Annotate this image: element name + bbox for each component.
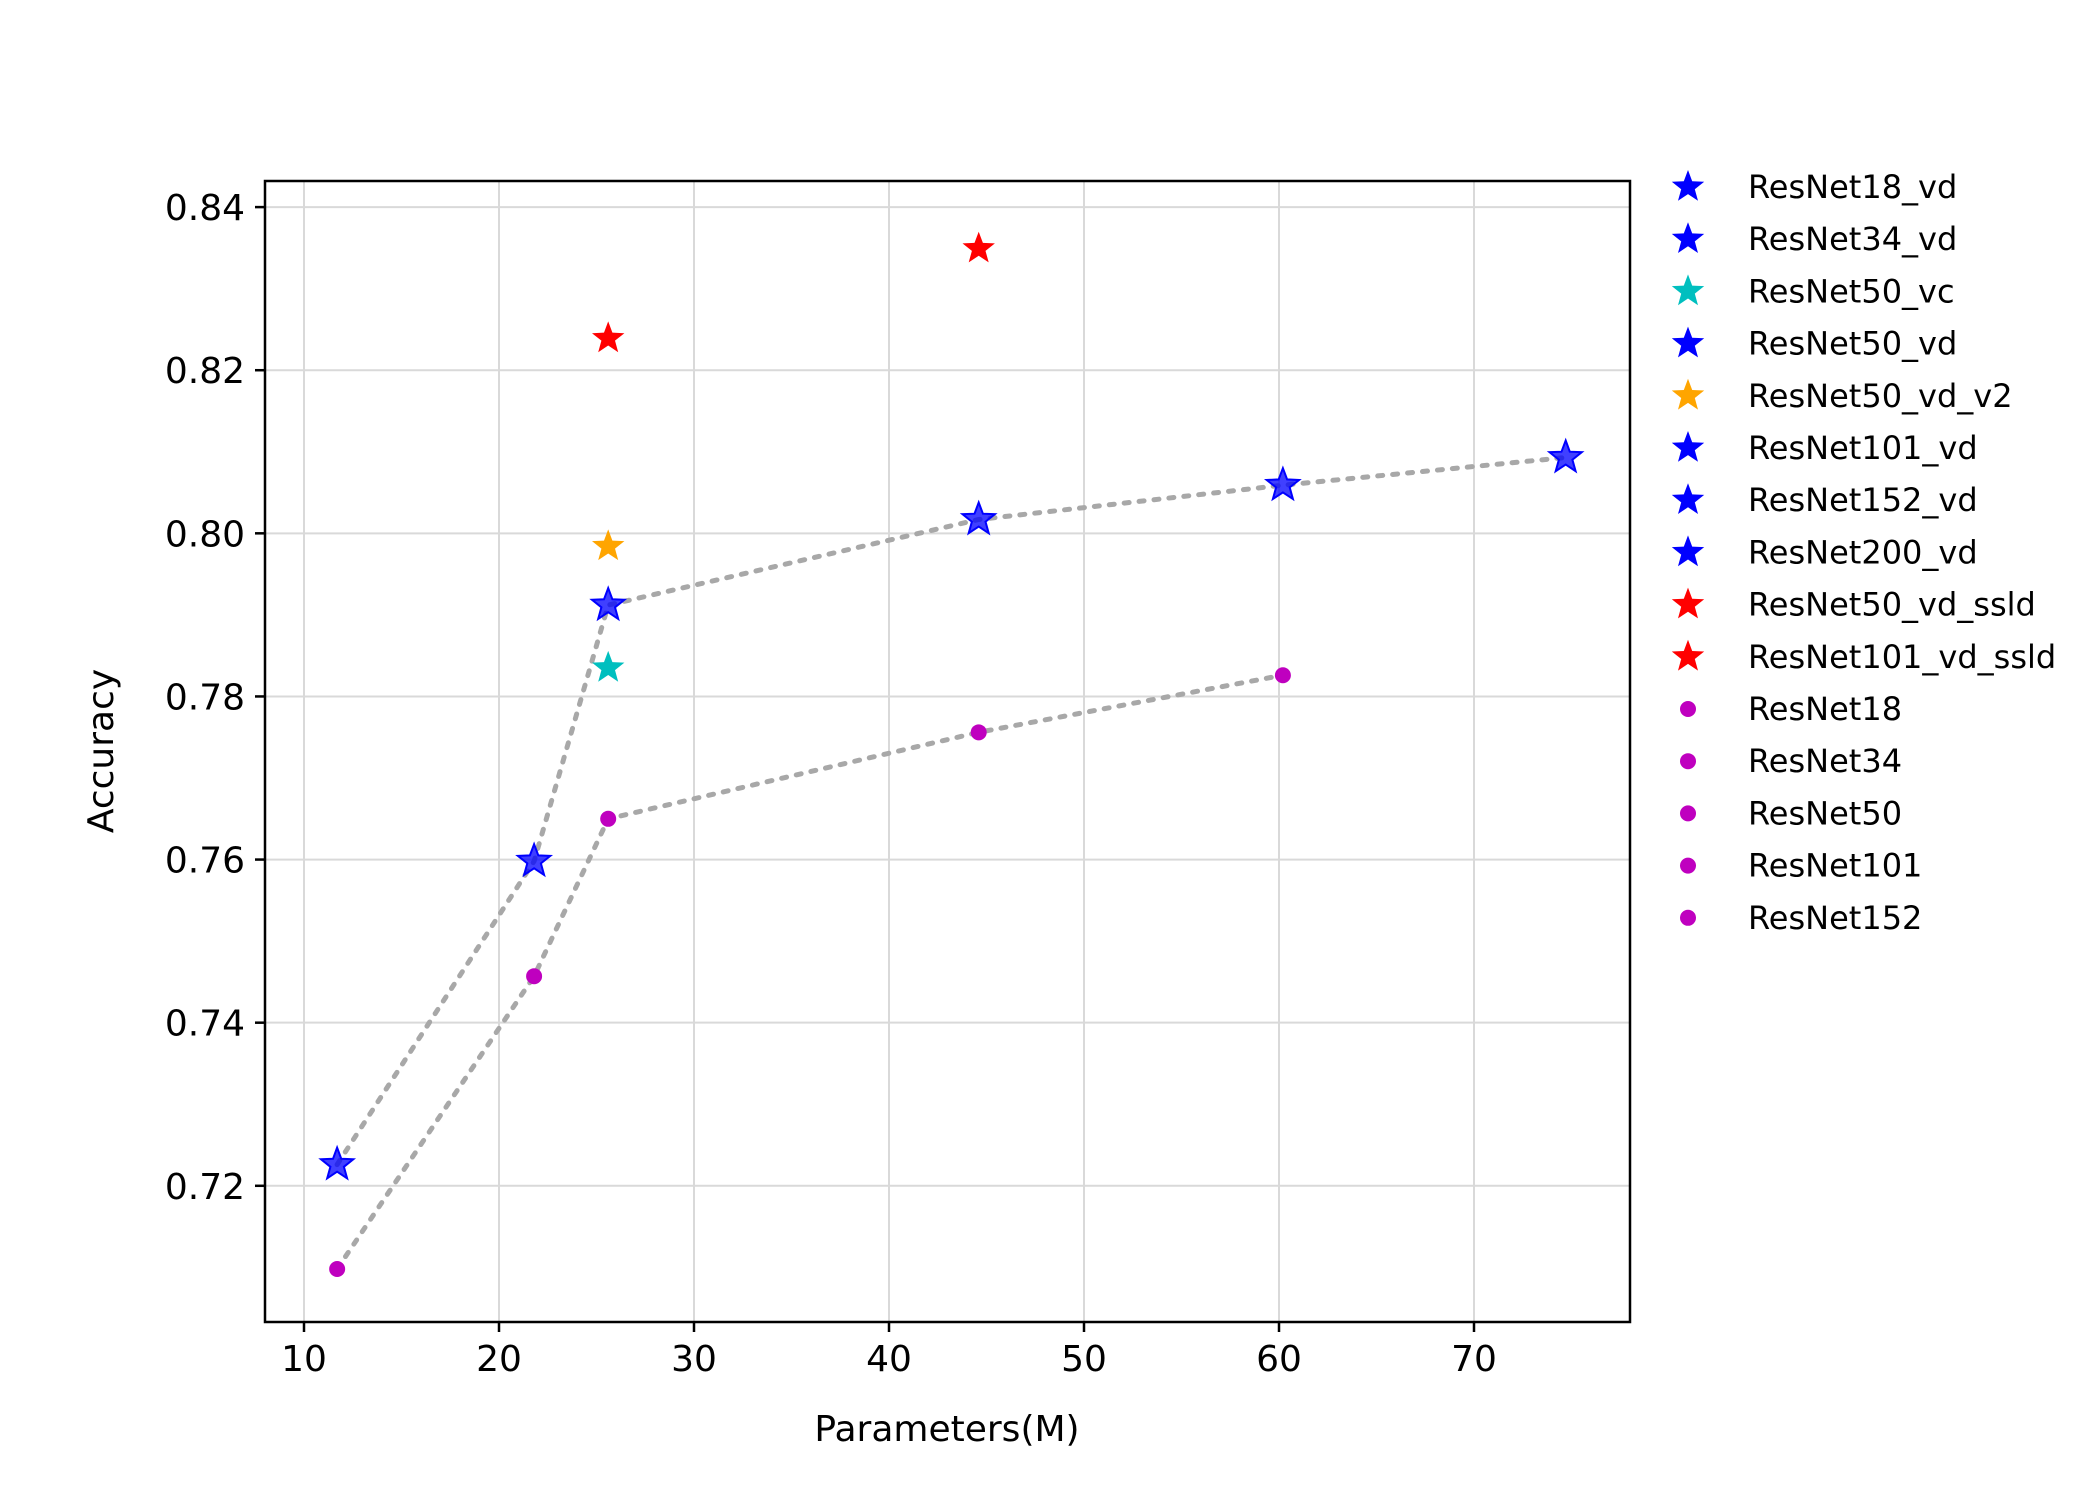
- legend-marker-resnet50-vc: [1671, 274, 1705, 306]
- legend-marker-resnet50-vd-ssld: [1671, 587, 1705, 619]
- y-tick-label: 0.82: [165, 351, 245, 392]
- legend-marker-resnet152-vd: [1671, 483, 1705, 514]
- legend-label-resnet18: ResNet18: [1748, 690, 1902, 728]
- trend-line: [334, 455, 1569, 1168]
- x-tick-label: 60: [1256, 1339, 1302, 1380]
- point-resnet50-vd-ssld: [592, 321, 625, 353]
- data-points: [318, 231, 1585, 1277]
- legend-marker-resnet18-vd: [1671, 170, 1705, 201]
- legend-marker-resnet101-vd: [1671, 431, 1705, 462]
- x-tick-label: 40: [866, 1339, 912, 1380]
- y-tick-label: 0.84: [165, 188, 245, 229]
- legend-marker-resnet50-vd: [1671, 326, 1705, 358]
- point-resnet50-vc: [592, 650, 625, 682]
- point-resnet50-vd: [589, 585, 628, 622]
- y-tick-label: 0.74: [165, 1004, 245, 1045]
- legend-label-resnet50-vc: ResNet50_vc: [1748, 272, 1955, 310]
- legend-label-resnet200-vd: ResNet200_vd: [1748, 533, 1978, 571]
- legend-label-resnet50-vd: ResNet50_vd: [1748, 325, 1957, 363]
- point-resnet50: [600, 810, 617, 827]
- legend-label-resnet34-vd: ResNet34_vd: [1748, 220, 1957, 258]
- point-resnet200-vd: [1546, 437, 1585, 474]
- point-resnet152-vd: [1263, 465, 1302, 502]
- legend-label-resnet152-vd: ResNet152_vd: [1748, 481, 1978, 519]
- y-tick-label: 0.80: [165, 514, 245, 555]
- point-resnet34-vd: [515, 841, 554, 878]
- point-resnet34: [526, 968, 543, 985]
- x-tick-label: 10: [281, 1339, 327, 1380]
- grid: [265, 181, 1630, 1322]
- point-resnet50-vd-v2: [592, 529, 625, 561]
- legend-label-resnet101-vd: ResNet101_vd: [1748, 429, 1978, 467]
- legend-label-resnet50-vd-v2: ResNet50_vd_v2: [1748, 377, 2013, 415]
- point-resnet18-vd: [318, 1144, 357, 1181]
- x-axis-label: Parameters(M): [814, 1409, 1079, 1450]
- x-tick-label: 70: [1451, 1339, 1497, 1380]
- y-axis-label: Accuracy: [81, 669, 122, 833]
- x-tick-label: 50: [1061, 1339, 1107, 1380]
- point-resnet101-vd: [959, 499, 998, 536]
- legend-marker-resnet101-vd-ssld: [1671, 639, 1705, 671]
- legend-label-resnet101-vd-ssld: ResNet101_vd_ssld: [1748, 638, 2056, 676]
- y-tick-label: 0.76: [165, 841, 245, 882]
- legend-label-resnet34: ResNet34: [1748, 742, 1902, 780]
- legend-label-resnet18-vd: ResNet18_vd: [1748, 168, 1957, 206]
- plot-frame: [263, 179, 1632, 1324]
- y-tick-label: 0.78: [165, 677, 245, 718]
- legend-label-resnet50: ResNet50: [1748, 794, 1902, 832]
- legend-marker-resnet18: [1680, 701, 1696, 717]
- legend-marker-resnet50-vd-v2: [1671, 378, 1705, 410]
- point-resnet101-vd-ssld: [962, 231, 995, 263]
- legend-marker-resnet34-vd: [1671, 222, 1705, 253]
- legend-marker-resnet101: [1680, 857, 1696, 874]
- plot-area: [265, 181, 1630, 1322]
- legend: ResNet18_vd ResNet34_vd ResNet50_vc ResNet5…: [1671, 168, 2056, 937]
- y-tick-label: 0.72: [165, 1167, 245, 1208]
- legend-marker-resnet34: [1680, 753, 1696, 770]
- y-axis-ticks: 0.72 0.74 0.76 0.78 0.80 0.82 0.84: [165, 188, 265, 1208]
- point-resnet152: [1274, 667, 1291, 684]
- legend-label-resnet50-vd-ssld: ResNet50_vd_ssld: [1748, 586, 2036, 624]
- x-axis-ticks: 10 20 30 40 50 60 70: [281, 1322, 1497, 1380]
- legend-marker-resnet50: [1680, 805, 1696, 822]
- legend-marker-resnet152: [1680, 909, 1696, 926]
- point-resnet18: [329, 1260, 346, 1277]
- x-tick-label: 20: [476, 1339, 522, 1380]
- x-tick-label: 30: [671, 1339, 717, 1380]
- legend-marker-resnet200-vd: [1671, 535, 1705, 567]
- legend-label-resnet152: ResNet152: [1748, 899, 1922, 937]
- legend-label-resnet101: ResNet101: [1748, 847, 1922, 885]
- point-resnet101: [970, 724, 987, 741]
